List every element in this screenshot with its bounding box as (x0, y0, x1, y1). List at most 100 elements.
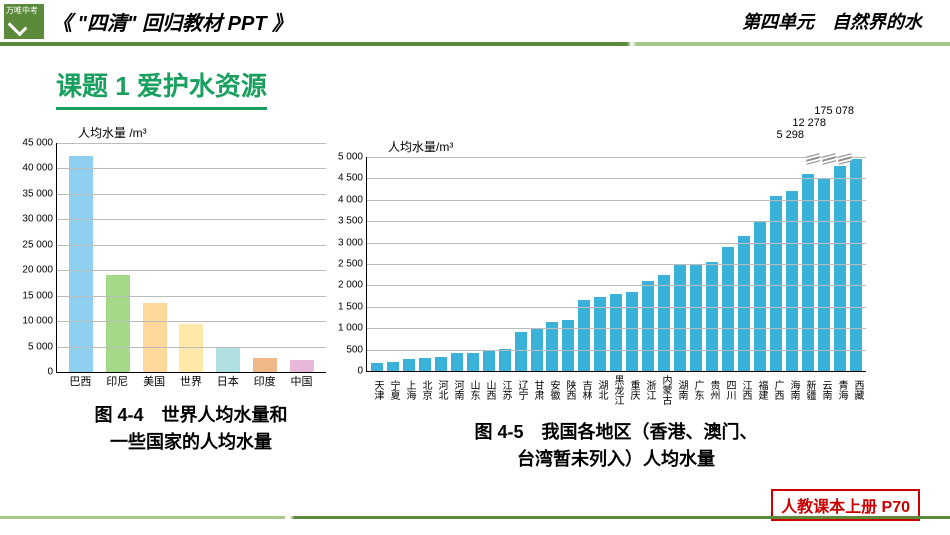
chart2-bar (738, 236, 750, 371)
chart2-xlabel: 安徽 (546, 375, 558, 405)
broken-axis-mark (838, 155, 852, 161)
chart2-gridline (367, 285, 866, 286)
chart1-gridline (57, 143, 326, 144)
chart2-ytick: 5 000 (333, 152, 363, 163)
chart2-bar (802, 174, 814, 371)
chart1-ytick: 10 000 (15, 316, 53, 327)
chart2-bar (626, 292, 638, 371)
chart2-ytick: 1 500 (333, 301, 363, 312)
chart1-ytick: 20 000 (15, 265, 53, 276)
chart2-xlabel: 江苏 (498, 375, 510, 405)
chart2-xlabel: 山东 (466, 375, 478, 405)
header-unit: 第四单元 自然界的水 (742, 8, 922, 34)
chart2-bar (642, 281, 654, 371)
chart1-xlabel: 印尼 (105, 376, 129, 388)
chart2-ytick: 4 500 (333, 173, 363, 184)
chart2-xlabel: 湖南 (674, 375, 686, 405)
chart2-xlabel: 浙江 (642, 375, 654, 405)
chart1-xlabel: 日本 (216, 376, 240, 388)
chart2-gridline (367, 157, 866, 158)
chart2-xlabel: 江西 (738, 375, 750, 405)
chart2-bar (435, 357, 447, 371)
chart2-bar (786, 191, 798, 371)
chart1-ytick: 30 000 (15, 214, 53, 225)
chart2-xlabel: 青海 (834, 375, 846, 405)
chart2-xlabel: 河北 (434, 375, 446, 405)
chart2-gridline (367, 328, 866, 329)
chart2-xlabel: 海南 (786, 375, 798, 405)
chart-china: 人均水量/m³ 05001 0001 5002 0002 5003 0003 5… (366, 138, 866, 473)
chart2-bar (578, 300, 590, 371)
charts-row: 人均水量 /m³ 05 00010 00015 00020 00025 0003… (0, 110, 950, 473)
chart2-xlabel: 广东 (690, 375, 702, 405)
chart1-bar (106, 275, 130, 372)
chart1-gridline (57, 245, 326, 246)
chart1-gridline (57, 194, 326, 195)
chart2-bar (419, 358, 431, 371)
chart2-xlabel: 新疆 (802, 375, 814, 405)
chart1-ylabel: 人均水量 /m³ (78, 124, 326, 141)
chart2-bar (658, 275, 670, 371)
chart2-caption: 图 4-5 我国各地区（香港、澳门、台湾暂未列入）人均水量 (366, 419, 866, 473)
chart2-gridline (367, 178, 866, 179)
chart2-bar (690, 264, 702, 371)
chart2-ytick: 0 (333, 366, 363, 377)
chart2-xlabel: 黑龙江 (610, 375, 622, 405)
chart2-bar (610, 294, 622, 371)
chart1-bar (253, 358, 277, 372)
chart2-xlabel: 湖北 (594, 375, 606, 405)
chart1-xlabel: 美国 (142, 376, 166, 388)
footer (0, 516, 950, 525)
chart2-ytick: 3 500 (333, 216, 363, 227)
footer-bar (0, 516, 950, 519)
chart2-gridline (367, 243, 866, 244)
chart2-gridline (367, 200, 866, 201)
chart2-bar (467, 353, 479, 371)
chart1-gridline (57, 296, 326, 297)
chart2-gridline (367, 221, 866, 222)
chart1-caption: 图 4-4 世界人均水量和一些国家的人均水量 (56, 402, 326, 456)
header-bar (0, 42, 950, 46)
chart2-xlabel: 辽宁 (514, 375, 526, 405)
chart1-xlabel: 世界 (179, 376, 203, 388)
chart2-xlabel: 陕西 (562, 375, 574, 405)
chart2-bar (403, 359, 415, 371)
chart1-xlabel: 印度 (253, 376, 277, 388)
chart1-plot: 05 00010 00015 00020 00025 00030 00035 0… (56, 143, 326, 373)
chart2-annotation: 175 078 (814, 105, 854, 117)
chart2-xlabel: 上海 (402, 375, 414, 405)
header-title: 《 "四清" 回归教材 PPT 》 (52, 7, 292, 36)
chart2-xlabel: 内蒙古 (658, 375, 670, 405)
chart2-xlabel: 河南 (450, 375, 462, 405)
chart2-bar (483, 350, 495, 371)
chart2-xlabel: 宁夏 (386, 375, 398, 405)
chart2-xlabel: 广西 (770, 375, 782, 405)
broken-axis-mark (822, 155, 836, 161)
chart1-ytick: 0 (15, 367, 53, 378)
chart2-bar (451, 353, 463, 371)
chart1-bar (290, 360, 314, 372)
chart1-bars (57, 143, 326, 372)
logo-text: 万唯中考 (6, 6, 38, 16)
chart2-annotation: 5 298 (776, 129, 804, 141)
chart2-bar (387, 362, 399, 371)
chart2-ytick: 3 000 (333, 237, 363, 248)
chart2-ytick: 2 000 (333, 280, 363, 291)
chart2-ytick: 2 500 (333, 259, 363, 270)
chart2-xlabel: 福建 (754, 375, 766, 405)
chart2-ytick: 4 000 (333, 194, 363, 205)
chart1-gridline (57, 321, 326, 322)
chart2-bar (515, 332, 527, 371)
chart1-ytick: 15 000 (15, 290, 53, 301)
chart1-bar (143, 303, 167, 372)
chart1-xlabel: 巴西 (68, 376, 92, 388)
chart1-bar (179, 324, 203, 372)
chart2-gridline (367, 307, 866, 308)
chart2-xlabel: 贵州 (706, 375, 718, 405)
chart2-xlabel: 山西 (482, 375, 494, 405)
chart2-xlabel: 西藏 (850, 375, 862, 405)
chart2-bar (674, 264, 686, 371)
chart1-xlabel: 中国 (289, 376, 313, 388)
chart2-annotation: 12 278 (792, 117, 826, 129)
chart1-bar (216, 347, 240, 372)
